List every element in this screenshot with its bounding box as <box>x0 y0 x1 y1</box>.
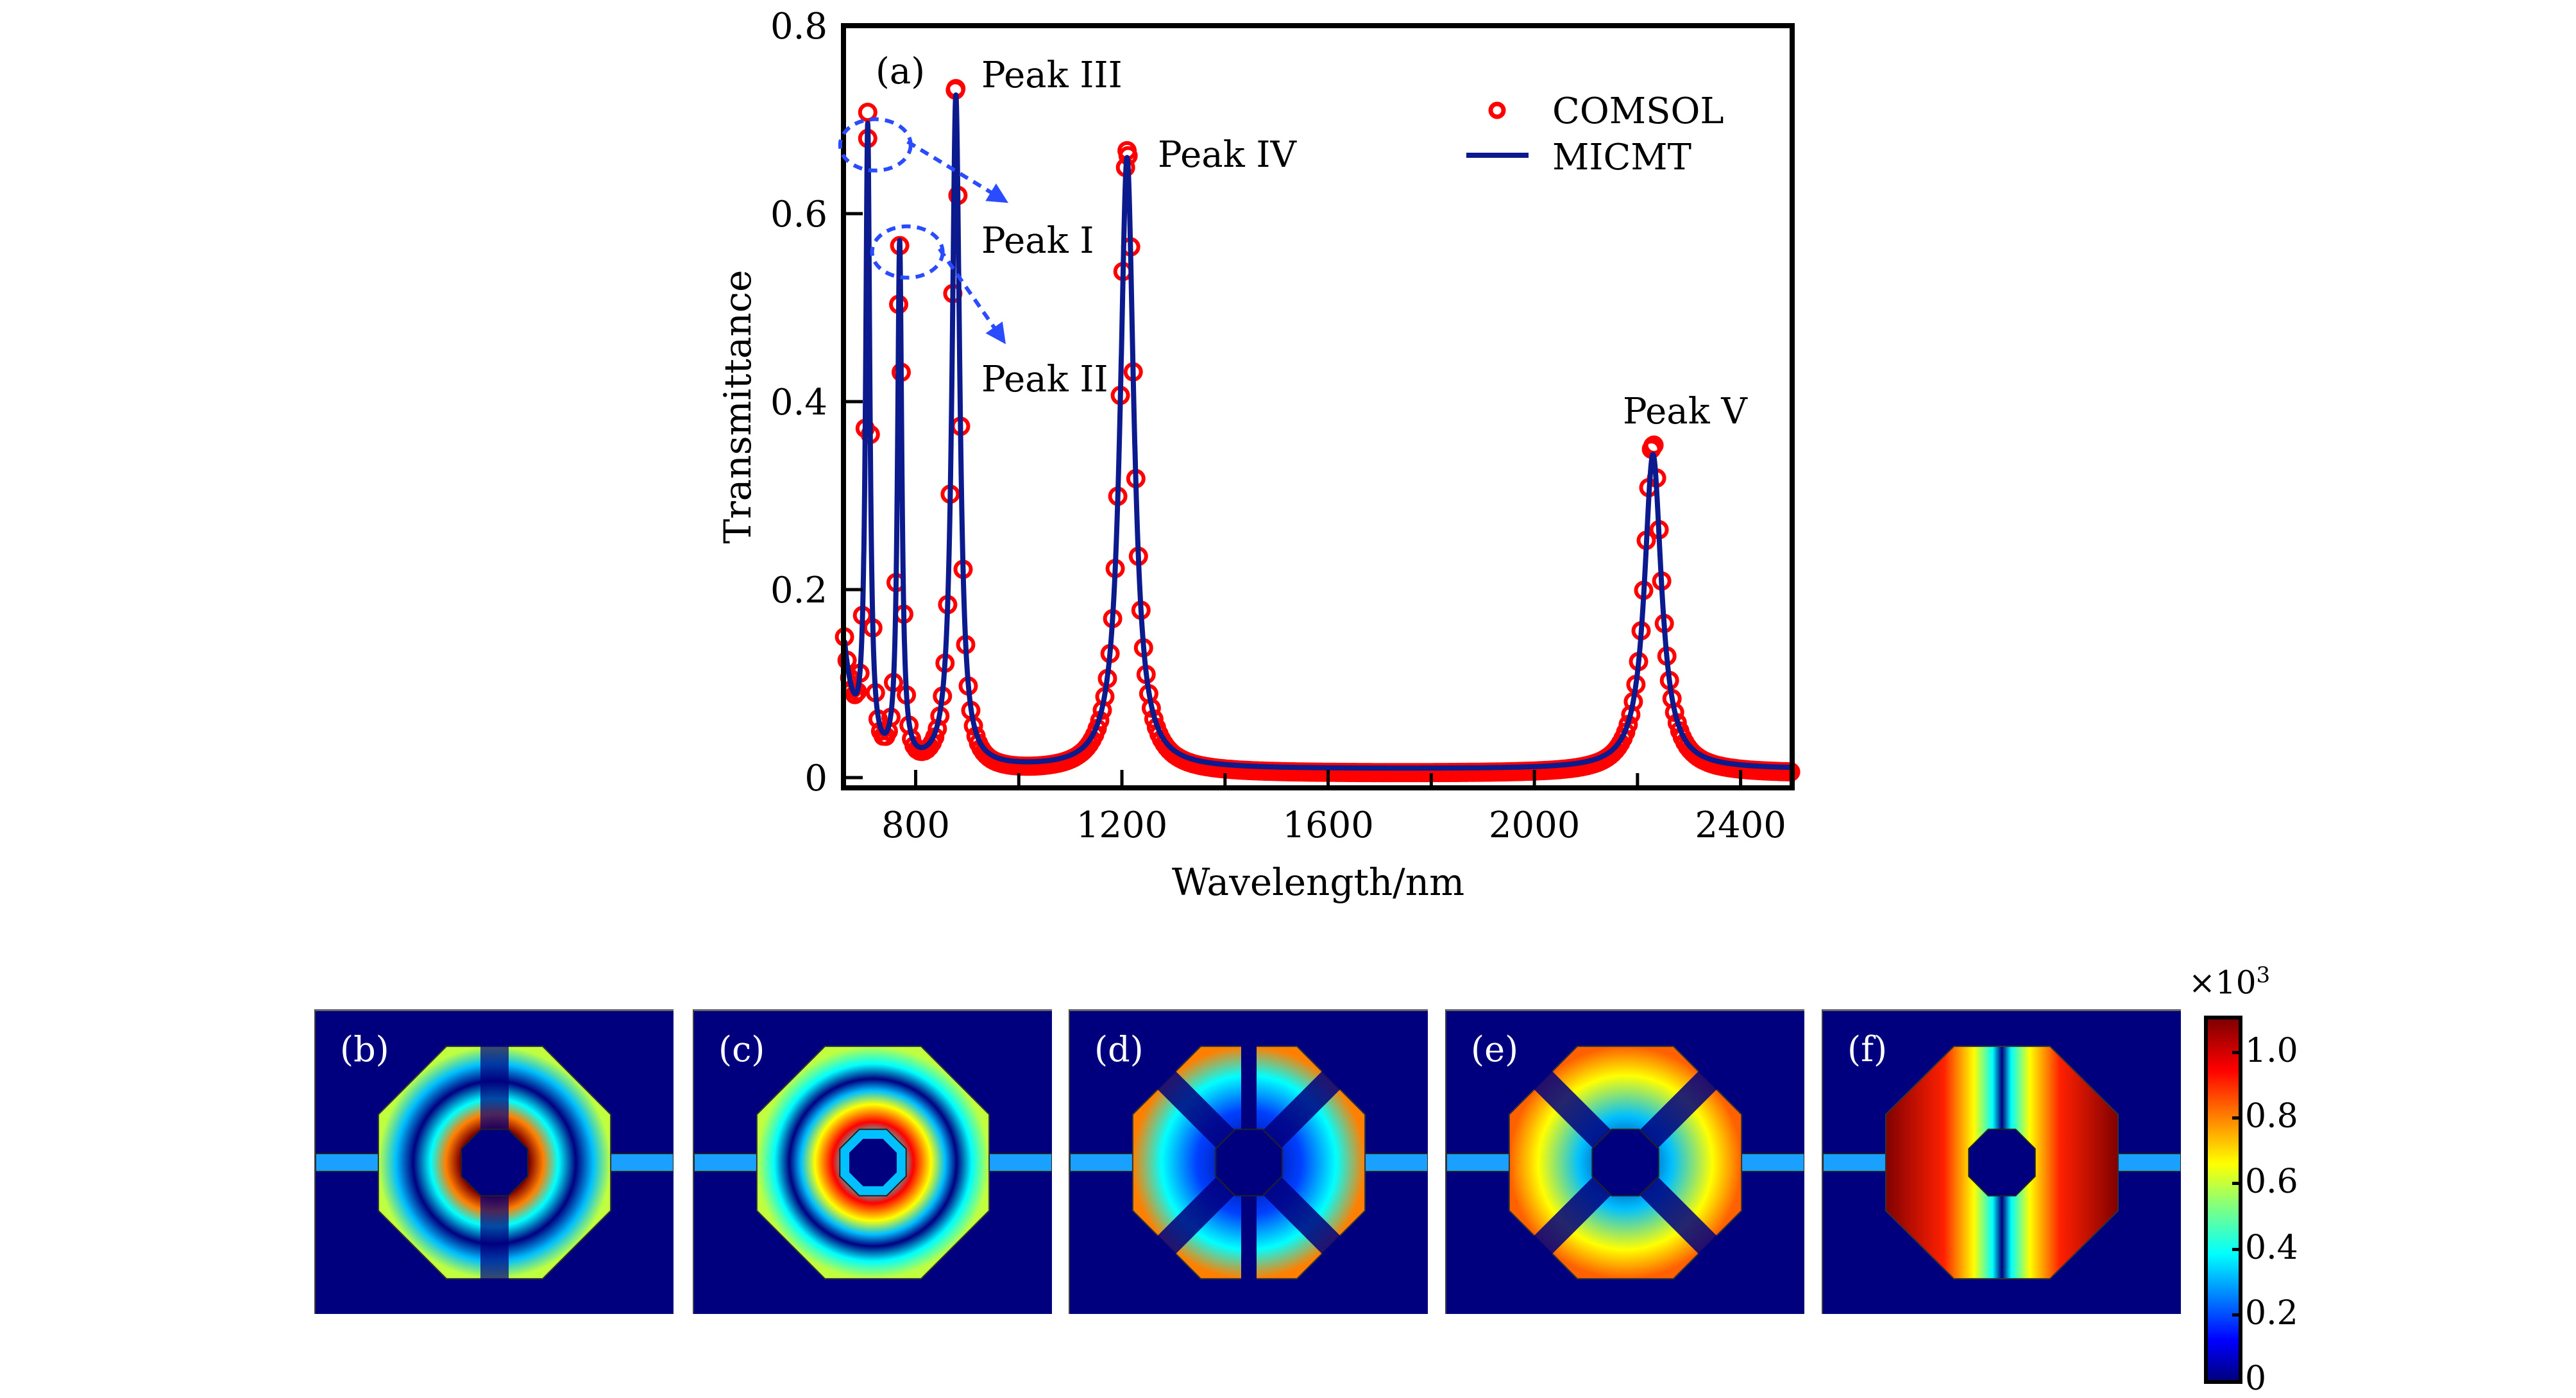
x-tick-label: 800 <box>881 805 950 846</box>
y-tick-label: 0.4 <box>770 382 827 423</box>
field-map-panel: (b) <box>314 1009 674 1314</box>
colorbar-tick-label: 0.6 <box>2245 1163 2298 1202</box>
x-tick-label: 1200 <box>1076 805 1168 846</box>
legend-comsol-marker <box>1488 101 1506 119</box>
colorbar-tick-label: 0.4 <box>2245 1228 2298 1267</box>
inner-octagon <box>1591 1129 1659 1197</box>
y-axis-title: Transmittance <box>716 269 759 543</box>
colorbar-tick <box>2232 1247 2239 1251</box>
y-tick-label: 0.2 <box>770 570 827 611</box>
dashed-arrow-line <box>906 140 1002 200</box>
colorbar-tick <box>2232 1313 2239 1317</box>
panel-label: (d) <box>1094 1029 1144 1070</box>
micmt-line <box>842 92 1795 771</box>
colorbar <box>2204 1016 2242 1384</box>
axis-ticks: 800 1200 1600 2000 2400 0 0.2 0.4 0.6 0.8 <box>770 6 1786 846</box>
panel-label: (e) <box>1471 1029 1519 1070</box>
inner-core <box>849 1139 897 1186</box>
x-axis-title: Wavelength/nm <box>1172 860 1464 904</box>
colorbar-tick-label: 1.0 <box>2245 1032 2298 1071</box>
field-map-panel: (d) <box>1069 1009 1428 1314</box>
panel-label-a: (a) <box>876 51 925 92</box>
peak-annotations: Peak I Peak II Peak III Peak IV Peak V <box>838 55 1748 432</box>
panel-label: (b) <box>340 1029 389 1070</box>
legend-micmt-label: MICMT <box>1552 137 1691 178</box>
arrow-head <box>985 321 1006 345</box>
dashed-arrow-line <box>938 248 1003 338</box>
inner-octagon <box>1968 1129 2036 1197</box>
legend: COMSOL MICMT <box>1466 90 1724 178</box>
y-tick-label: 0.6 <box>770 194 827 235</box>
axes-frame <box>841 23 1795 790</box>
comsol-point <box>858 103 877 123</box>
colorbar-tick-label: 0.8 <box>2245 1097 2298 1136</box>
field-map-panel: (e) <box>1445 1009 1804 1314</box>
field-map-image <box>1823 1045 2181 1280</box>
inner-octagon <box>461 1129 529 1197</box>
arrow-head <box>985 183 1008 203</box>
transmittance-chart: 800 1200 1600 2000 2400 0 0.2 0.4 0.6 0.8 (a) Wav… <box>716 6 1801 904</box>
colorbar-tick-label: 0 <box>2245 1360 2267 1398</box>
legend-comsol-label: COMSOL <box>1552 90 1724 132</box>
panel-label: (c) <box>718 1029 765 1070</box>
peak-label: Peak I <box>981 220 1094 262</box>
colorbar-tick <box>2232 1182 2239 1186</box>
field-map-image <box>316 1041 674 1284</box>
x-tick-label: 1600 <box>1282 805 1374 846</box>
y-tick-label: 0.8 <box>770 6 827 47</box>
field-map-image <box>1070 1034 1428 1291</box>
peak-label: Peak V <box>1623 391 1748 432</box>
y-tick-label: 0 <box>804 758 827 799</box>
x-tick-label: 2000 <box>1489 805 1580 846</box>
colorbar-tick <box>2232 1051 2239 1055</box>
field-map-panel: (c) <box>693 1009 1052 1314</box>
peak-label: Peak IV <box>1158 134 1298 176</box>
x-tick-label: 2400 <box>1695 805 1786 846</box>
peak-label: Peak III <box>981 55 1123 96</box>
inner-octagon <box>1215 1129 1283 1197</box>
field-map-image <box>694 1045 1052 1280</box>
peak-label: Peak II <box>981 359 1108 400</box>
colorbar-tick <box>2232 1116 2239 1120</box>
panel-label: (f) <box>1847 1029 1888 1070</box>
dashed-ellipse <box>838 117 913 173</box>
field-map-image <box>1446 1045 1804 1280</box>
colorbar-tick-label: 0.2 <box>2245 1293 2298 1333</box>
plot-area <box>835 79 1801 783</box>
colorbar-multiplier-exponent: 3 <box>2256 962 2271 988</box>
colorbar-multiplier-base: ×10 <box>2189 964 2257 1002</box>
dashed-ellipse <box>870 224 945 280</box>
field-map-panel: (f) <box>1822 1009 2181 1314</box>
colorbar-multiplier: ×103 <box>2189 962 2270 1002</box>
